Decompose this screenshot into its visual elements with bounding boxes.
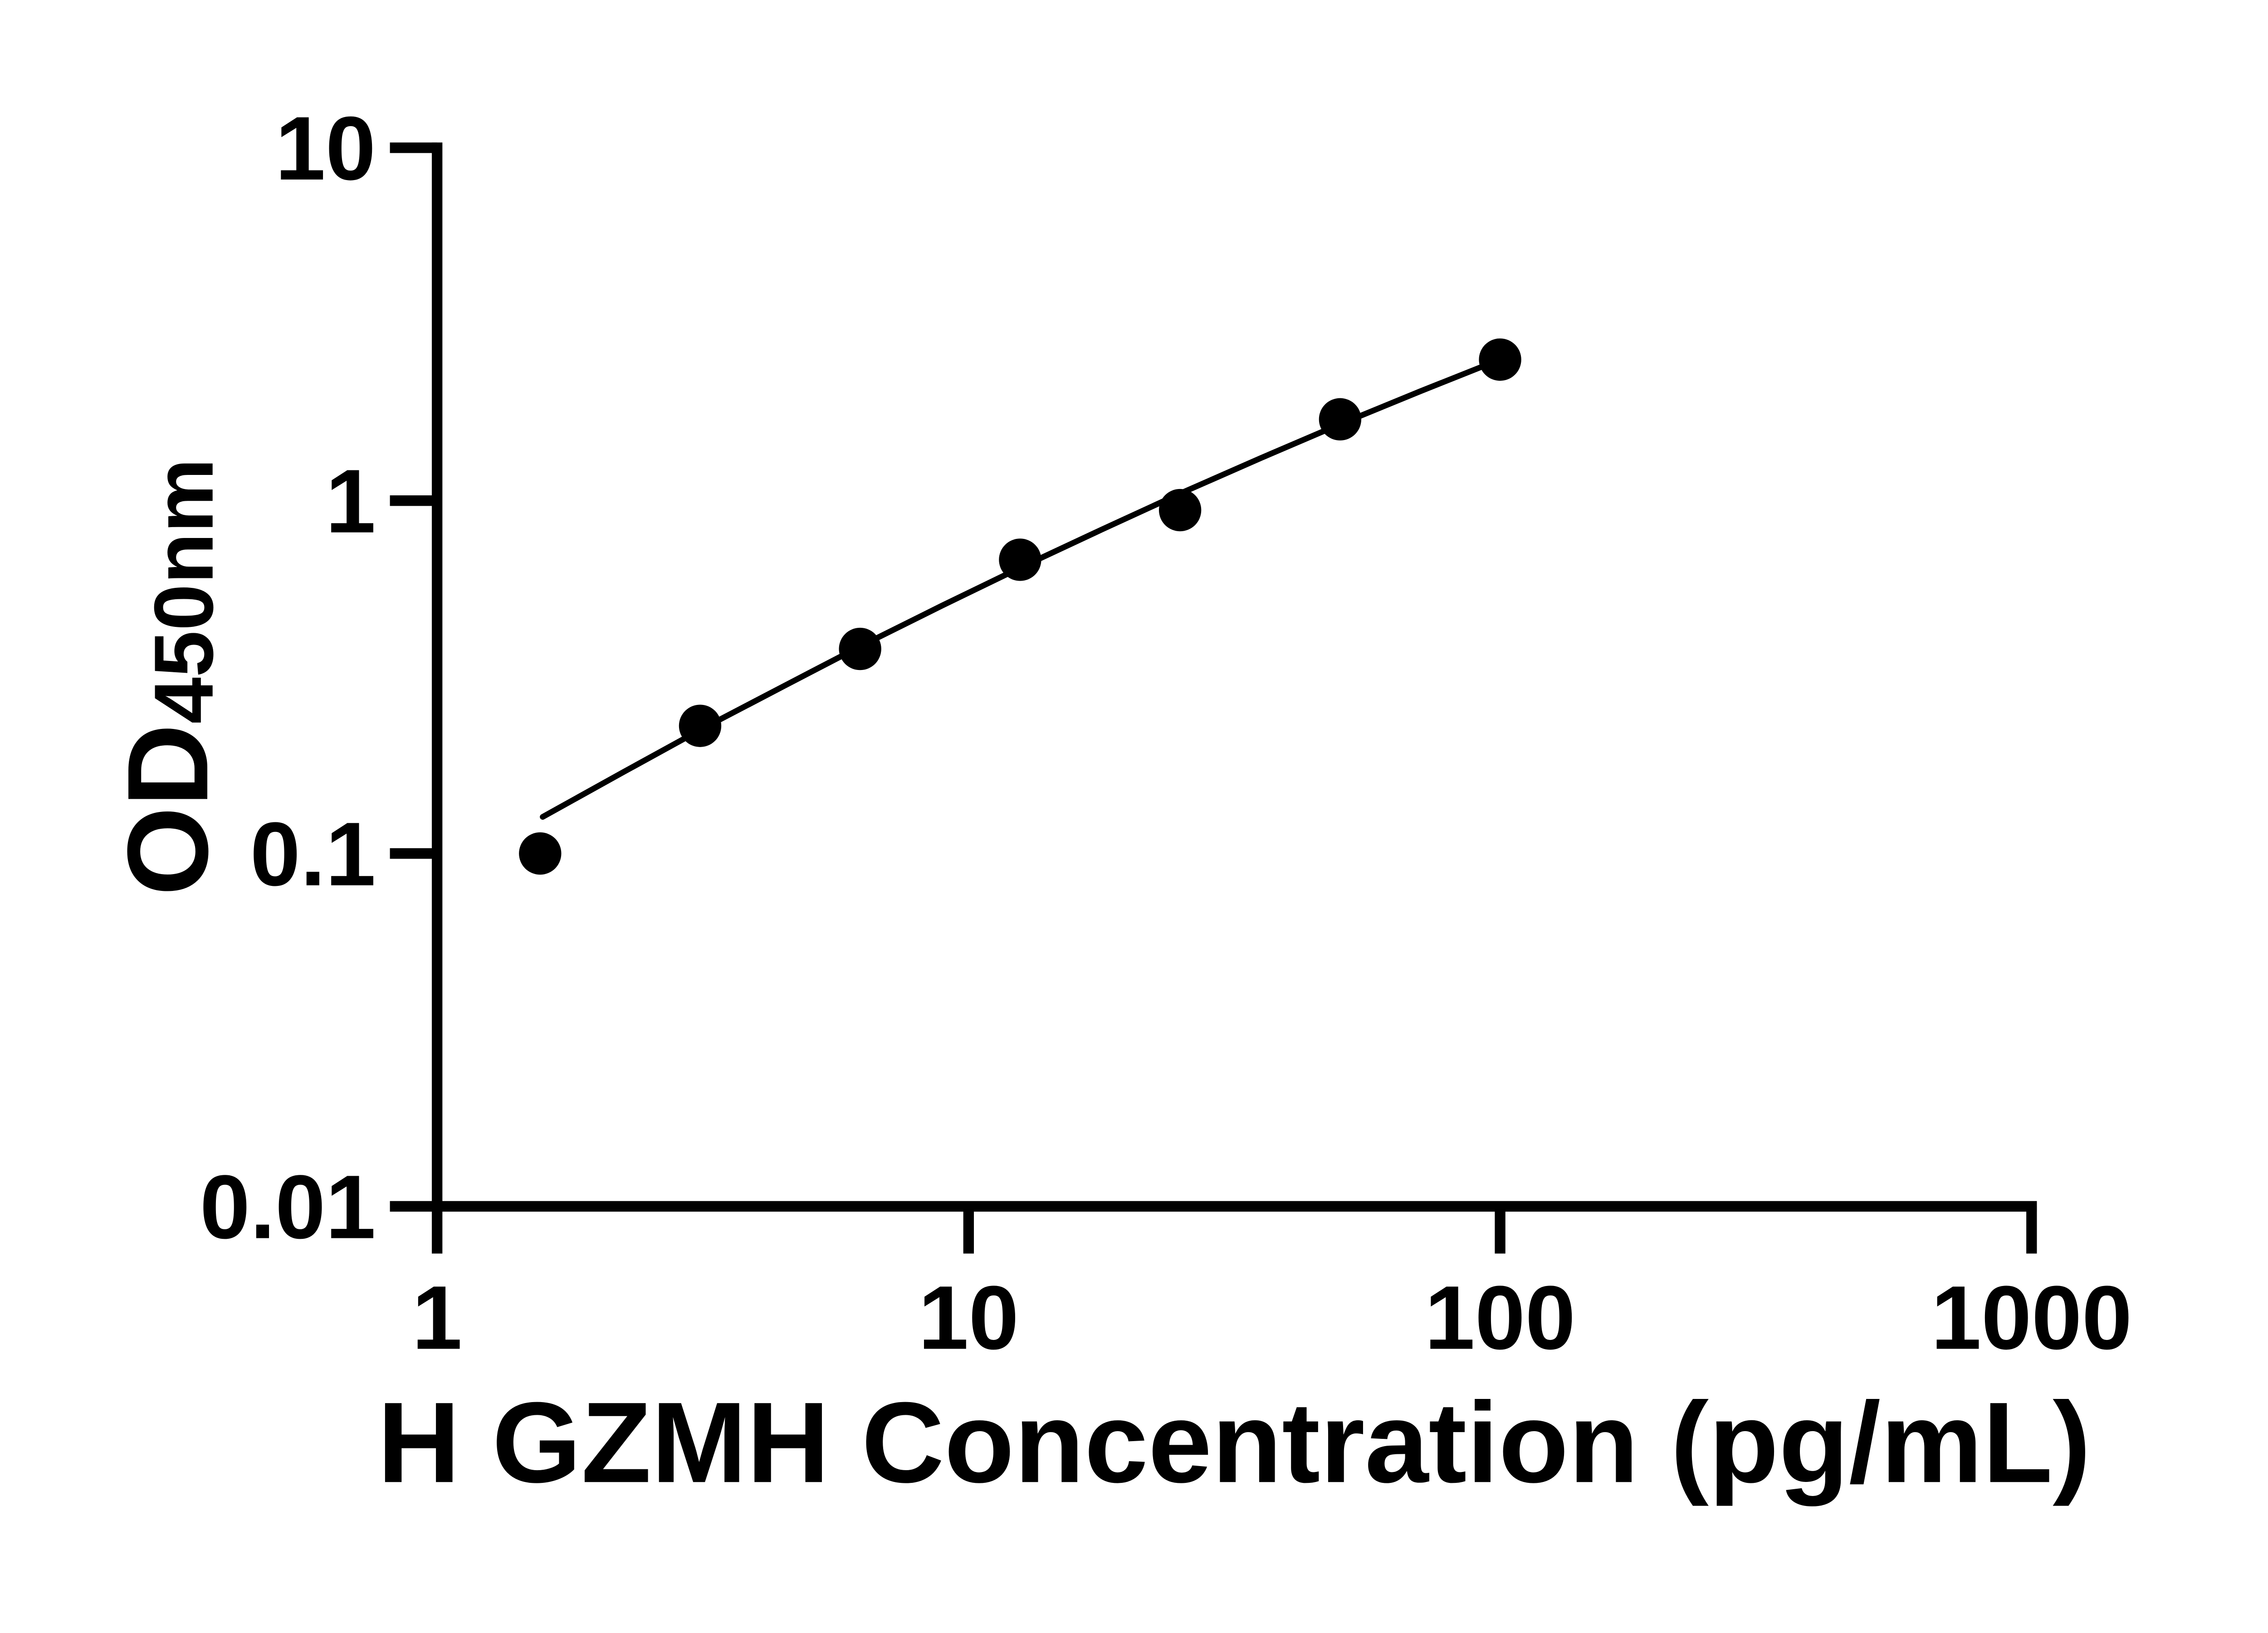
data-point-marker	[839, 627, 881, 670]
data-point-marker	[679, 704, 722, 747]
x-axis-ticks	[431, 1206, 2037, 1254]
y-axis-title-subscript: 450nm	[137, 458, 231, 724]
y-axis-ticks	[390, 142, 437, 1212]
x-tick-label: 100	[1425, 1268, 1576, 1369]
x-tick-label: 1	[412, 1268, 462, 1369]
x-tick-label: 10	[918, 1268, 1019, 1369]
x-tick-label: 1000	[1931, 1268, 2132, 1369]
y-tick-label: 1	[326, 451, 376, 552]
chart-canvas: 10 1 0.1 0.01 1 10 100 1000 H GZMH Concentrati…	[0, 0, 2268, 1588]
x-axis-tick-labels: 1 10 100 1000	[412, 1268, 2132, 1369]
y-tick-label: 10	[275, 98, 376, 199]
data-point-marker	[999, 538, 1041, 581]
data-point-marker	[1479, 338, 1521, 381]
elisa-standard-curve-figure: 10 1 0.1 0.01 1 10 100 1000 H GZMH Concentrati…	[0, 0, 2268, 1588]
y-axis-title-main: OD	[103, 724, 232, 896]
data-point-marker	[1319, 398, 1362, 441]
y-axis-title: OD450nm	[103, 458, 232, 896]
y-tick-label: 0.01	[200, 1157, 376, 1257]
data-points	[519, 338, 1521, 875]
y-axis-tick-labels: 10 1 0.1 0.01	[200, 98, 376, 1258]
y-tick-label: 0.1	[250, 804, 376, 905]
chart-background	[0, 0, 2268, 1588]
data-point-marker	[519, 832, 562, 875]
data-point-marker	[1158, 489, 1202, 532]
x-axis-title: H GZMH Concentration (pg/mL)	[377, 1378, 2091, 1506]
